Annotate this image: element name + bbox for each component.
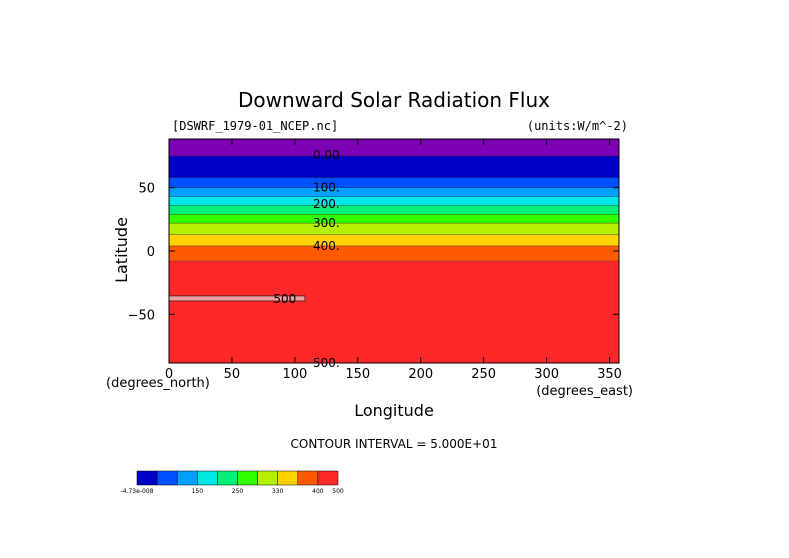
colorbar-label: 150 bbox=[192, 488, 204, 495]
colorbar-swatch-0 bbox=[136, 470, 158, 486]
contour-band-8 bbox=[169, 234, 619, 246]
colorbar-swatch-2 bbox=[176, 470, 198, 486]
file-label: [DSWRF_1979-01_NCEP.nc] bbox=[172, 119, 338, 133]
y-tick-label: −50 bbox=[128, 308, 155, 323]
x-tick-label: 350 bbox=[597, 367, 622, 382]
y-tick-label: 0 bbox=[147, 245, 155, 260]
contour-band-4 bbox=[169, 196, 619, 206]
x-unit-label: (degrees_east) bbox=[536, 384, 633, 399]
contour-band-0 bbox=[169, 139, 619, 157]
colorbar-label: -4.73e-008 bbox=[121, 488, 154, 495]
x-tick-label: 200 bbox=[408, 367, 433, 382]
x-tick-label: 50 bbox=[224, 367, 241, 382]
x-tick-label: 300 bbox=[534, 367, 559, 382]
colorbar-swatch-7 bbox=[277, 470, 299, 486]
contour-interval-text: CONTOUR INTERVAL = 5.000E+01 bbox=[291, 437, 498, 451]
x-tick-label: 250 bbox=[471, 367, 496, 382]
contour-label: 500 bbox=[273, 292, 296, 306]
colorbar: -4.73e-008 150 250 330 400 500 bbox=[121, 470, 344, 495]
contour-label: 300. bbox=[313, 216, 340, 230]
contour-band-6 bbox=[169, 214, 619, 224]
colorbar-swatch-6 bbox=[257, 470, 278, 486]
colorbar-swatch-3 bbox=[197, 470, 218, 486]
contour-band-1 bbox=[169, 156, 619, 178]
chart-title: Downward Solar Radiation Flux bbox=[238, 88, 550, 112]
contour-band-3 bbox=[169, 187, 619, 197]
contour-label: 400. bbox=[313, 239, 340, 253]
colorbar-swatch-5 bbox=[237, 470, 258, 486]
colorbar-label: 250 bbox=[232, 488, 244, 495]
contour-band-5 bbox=[169, 205, 619, 215]
y-axis-label: Latitude bbox=[112, 217, 131, 283]
y-unit-label: (degrees_north) bbox=[106, 376, 210, 391]
y-tick-label: 50 bbox=[138, 182, 155, 197]
colorbar-swatch-1 bbox=[156, 470, 178, 486]
colorbar-label: 400 bbox=[312, 488, 324, 495]
colorbar-label: 330 bbox=[272, 488, 284, 495]
x-tick-label: 100 bbox=[282, 367, 307, 382]
contour-label: 100. bbox=[313, 181, 340, 195]
contour-label: 0.00 bbox=[313, 148, 340, 162]
contour-band-2 bbox=[169, 177, 619, 188]
contour-band-10 bbox=[169, 261, 619, 363]
contour-band-9 bbox=[169, 245, 619, 262]
contour-bands bbox=[169, 139, 619, 363]
x-tick-label: 0 bbox=[165, 367, 173, 382]
x-axis-label: Longitude bbox=[354, 401, 434, 420]
colorbar-swatch-8 bbox=[297, 470, 319, 486]
units-label: (units:W/m^-2) bbox=[527, 119, 628, 133]
x-tick-label: 150 bbox=[345, 367, 370, 382]
colorbar-swatch-4 bbox=[217, 470, 238, 486]
colorbar-label: 500 bbox=[332, 488, 344, 495]
contour-label: 200. bbox=[313, 197, 340, 211]
colorbar-swatch-9 bbox=[317, 470, 339, 486]
contour-lines bbox=[169, 155, 619, 262]
contour-band-7 bbox=[169, 223, 619, 235]
